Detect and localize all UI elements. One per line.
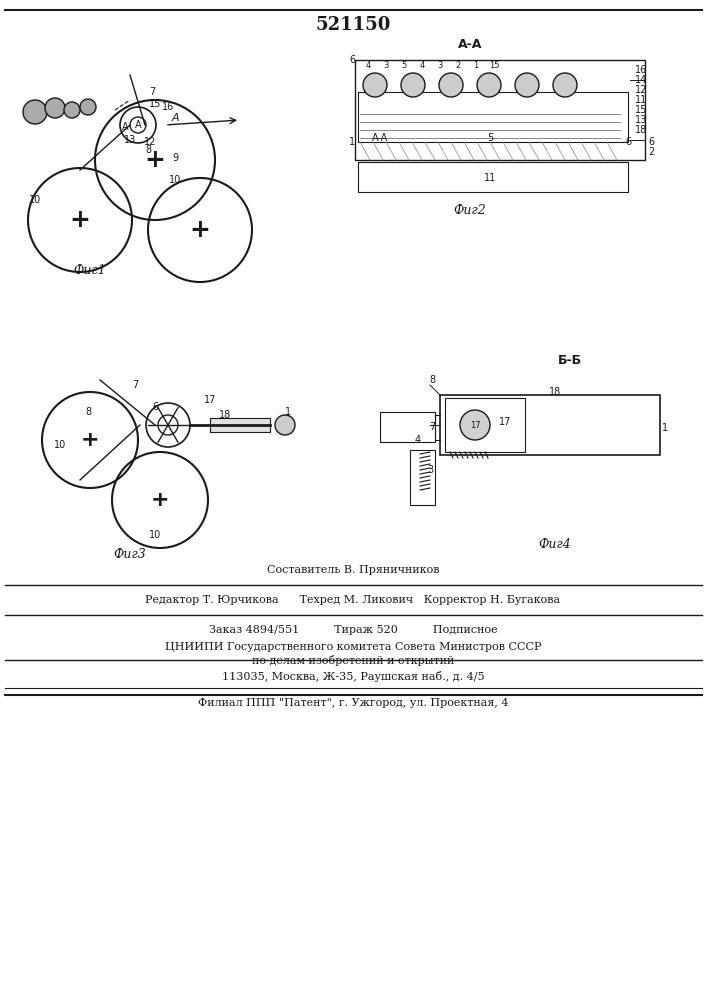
- Circle shape: [23, 100, 47, 124]
- Text: 8: 8: [429, 375, 435, 385]
- Text: 10: 10: [169, 175, 181, 185]
- Text: A: A: [135, 120, 141, 130]
- Text: 1: 1: [285, 407, 291, 417]
- Circle shape: [80, 99, 96, 115]
- Text: 5: 5: [487, 133, 493, 143]
- Text: ЦНИИПИ Государственного комитета Совета Министров СССР: ЦНИИПИ Государственного комитета Совета …: [165, 642, 542, 652]
- Text: Фиг3: Фиг3: [114, 548, 146, 562]
- Text: 18: 18: [549, 387, 561, 397]
- FancyBboxPatch shape: [210, 418, 270, 432]
- Text: 14: 14: [635, 75, 647, 85]
- Text: 3: 3: [427, 465, 433, 475]
- Text: 7: 7: [429, 422, 435, 432]
- Text: 13: 13: [635, 115, 647, 125]
- Text: 16: 16: [162, 102, 174, 112]
- Text: по делам изобретений и открытий: по делам изобретений и открытий: [252, 654, 454, 666]
- Text: 113035, Москва, Ж-35, Раушская наб., д. 4/5: 113035, Москва, Ж-35, Раушская наб., д. …: [222, 672, 484, 682]
- Text: +: +: [81, 430, 99, 450]
- Circle shape: [401, 73, 425, 97]
- Text: 18: 18: [635, 125, 647, 135]
- Text: 9: 9: [172, 153, 178, 163]
- Text: +: +: [69, 208, 90, 232]
- Text: 6: 6: [152, 402, 158, 412]
- Text: 1: 1: [474, 60, 479, 70]
- Text: 4: 4: [419, 60, 425, 70]
- Text: 8: 8: [85, 407, 91, 417]
- Text: Составитель В. Пряничников: Составитель В. Пряничников: [267, 565, 439, 575]
- Text: +: +: [151, 490, 169, 510]
- Text: 15: 15: [489, 60, 499, 70]
- Text: 17: 17: [204, 395, 216, 405]
- Text: 3: 3: [438, 60, 443, 70]
- Circle shape: [64, 102, 80, 118]
- Text: 2: 2: [648, 147, 654, 157]
- Text: 1: 1: [349, 137, 355, 147]
- Text: Б-Б: Б-Б: [558, 354, 582, 366]
- Circle shape: [275, 415, 295, 435]
- Text: 7: 7: [132, 380, 138, 390]
- Text: Фиг1: Фиг1: [74, 263, 106, 276]
- Text: 2: 2: [455, 60, 461, 70]
- Text: 11: 11: [484, 173, 496, 183]
- Text: +: +: [144, 148, 165, 172]
- Circle shape: [439, 73, 463, 97]
- Text: А-А: А-А: [458, 38, 482, 51]
- Text: Филиал ППП "Патент", г. Ужгород, ул. Проектная, 4: Филиал ППП "Патент", г. Ужгород, ул. Про…: [198, 698, 508, 708]
- Circle shape: [515, 73, 539, 97]
- Text: A: A: [171, 113, 179, 123]
- Text: Фиг4: Фиг4: [539, 538, 571, 552]
- Text: 13: 13: [124, 135, 136, 145]
- Text: 6: 6: [349, 55, 355, 65]
- Text: 4: 4: [366, 60, 370, 70]
- Text: 3: 3: [383, 60, 389, 70]
- Circle shape: [45, 98, 65, 118]
- Text: Заказ 4894/551          Тираж 520          Подписное: Заказ 4894/551 Тираж 520 Подписное: [209, 625, 497, 635]
- Text: A-A: A-A: [372, 133, 388, 143]
- Text: 6: 6: [648, 137, 654, 147]
- Text: 8: 8: [145, 145, 151, 155]
- Text: 15: 15: [148, 99, 161, 109]
- Text: A: A: [122, 122, 128, 132]
- Text: 10: 10: [149, 530, 161, 540]
- Text: 10: 10: [54, 440, 66, 450]
- Text: +: +: [189, 218, 211, 242]
- Text: Фиг2: Фиг2: [454, 204, 486, 217]
- Circle shape: [477, 73, 501, 97]
- Text: 5: 5: [402, 60, 407, 70]
- Text: Редактор Т. Юрчикова      Техред М. Ликович   Корректор Н. Бугакова: Редактор Т. Юрчикова Техред М. Ликович К…: [146, 595, 561, 605]
- Text: 11: 11: [635, 95, 647, 105]
- Circle shape: [553, 73, 577, 97]
- Text: 6: 6: [625, 137, 631, 147]
- Circle shape: [460, 410, 490, 440]
- Text: 4: 4: [415, 435, 421, 445]
- Text: 10: 10: [29, 195, 41, 205]
- Circle shape: [363, 73, 387, 97]
- Text: 18: 18: [219, 410, 231, 420]
- Text: 17: 17: [469, 420, 480, 430]
- Text: 15: 15: [635, 105, 648, 115]
- Text: 521150: 521150: [315, 16, 391, 34]
- Text: 7: 7: [149, 87, 155, 97]
- Text: 1: 1: [662, 423, 668, 433]
- Text: 17: 17: [499, 417, 511, 427]
- Text: 12: 12: [635, 85, 648, 95]
- Text: 16: 16: [635, 65, 647, 75]
- Text: 12: 12: [144, 137, 156, 147]
